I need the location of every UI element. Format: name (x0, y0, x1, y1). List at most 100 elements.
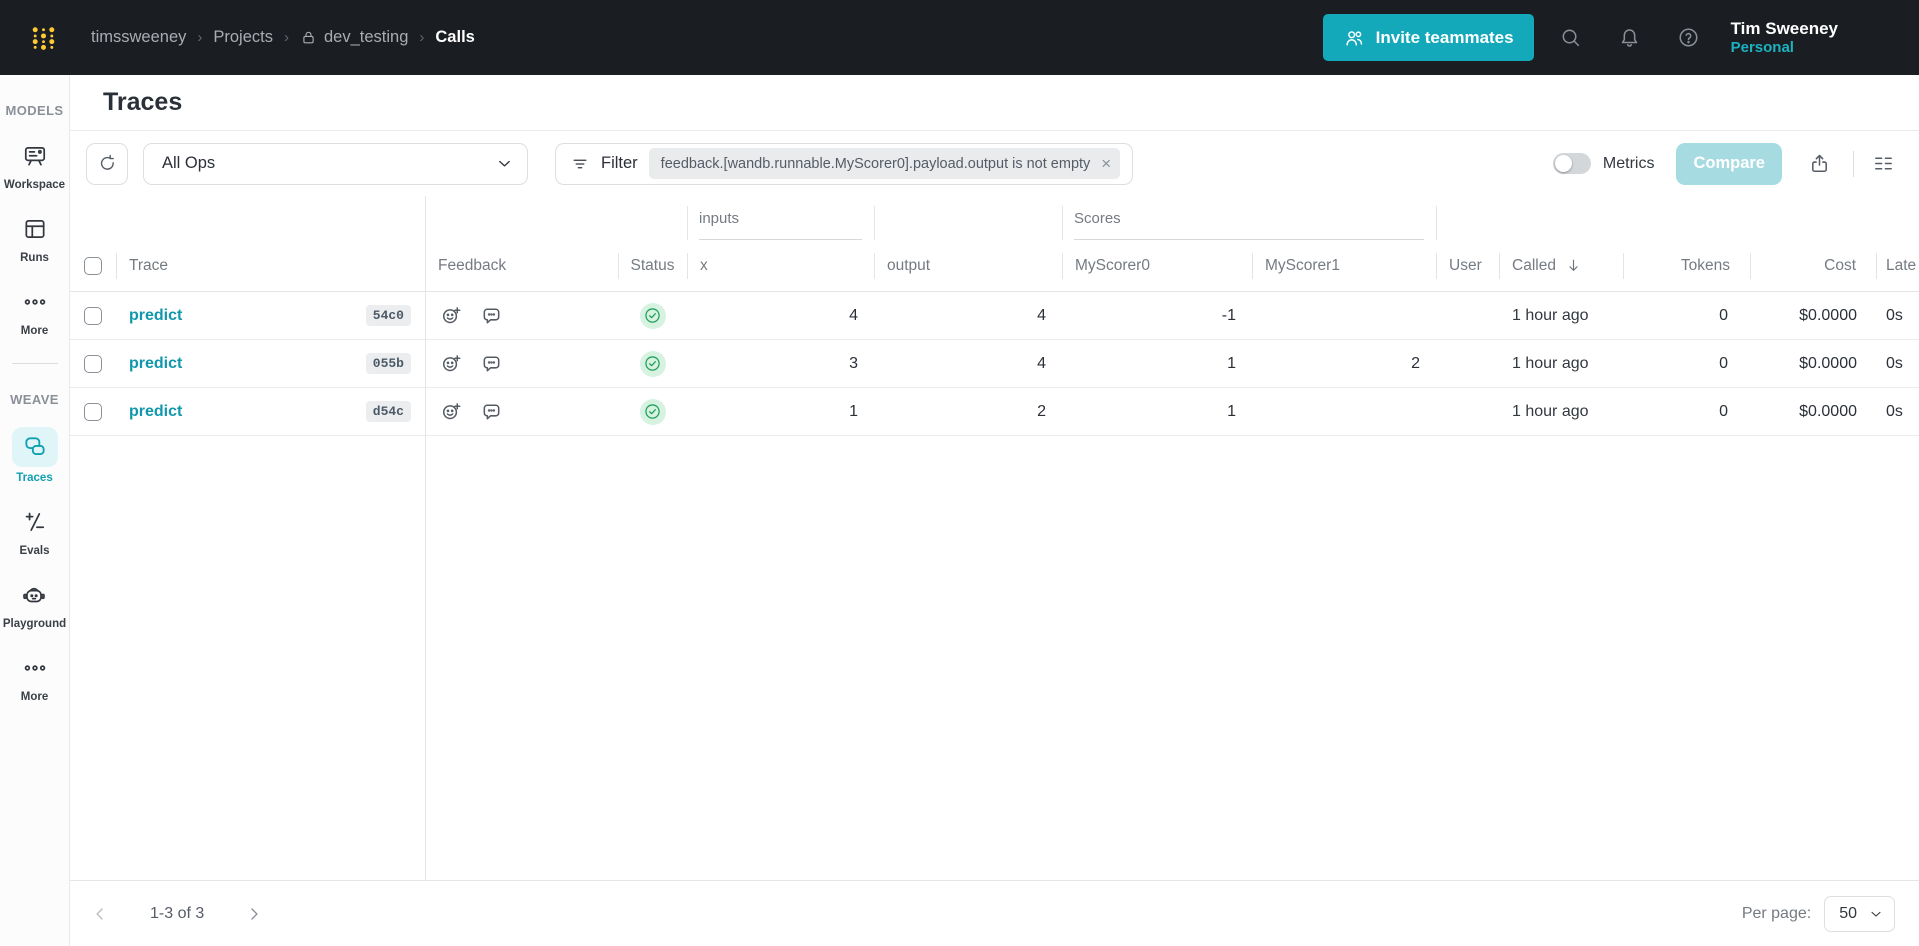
cell-tokens: 0 (1719, 354, 1728, 372)
table-footer: 1-3 of 3 Per page: 50 (70, 880, 1919, 946)
sidebar-item-weave-more[interactable]: More (12, 650, 58, 703)
help-button[interactable] (1667, 16, 1711, 60)
invite-teammates-button[interactable]: Invite teammates (1322, 14, 1534, 61)
close-icon[interactable]: × (1101, 154, 1112, 173)
per-page-select[interactable]: 50 (1824, 895, 1895, 932)
top-navbar: timssweeney › Projects › dev_testing › C… (0, 0, 1919, 75)
header-status[interactable]: Status (618, 240, 687, 291)
call-id-chip[interactable]: 055b (365, 353, 411, 374)
header-input-x[interactable]: x (687, 240, 874, 291)
add-reaction-button[interactable] (440, 352, 463, 375)
header-called[interactable]: Called (1499, 240, 1623, 291)
cell-called: 1 hour ago (1512, 354, 1589, 372)
cell-cost: $0.0000 (1799, 402, 1857, 420)
sidebar-item-label: Playground (2, 618, 67, 630)
refresh-icon (97, 153, 118, 174)
table-row[interactable]: predict 055b 3 4 1 2 1 hour ago 0 $0.000… (70, 340, 1919, 388)
filter-icon (570, 154, 590, 174)
select-all-checkbox[interactable] (84, 256, 102, 275)
header-myscorer1[interactable]: MyScorer1 (1252, 240, 1436, 291)
status-success-icon (639, 398, 666, 425)
breadcrumb-project[interactable]: dev_testing (300, 28, 408, 47)
header-trace[interactable]: Trace (116, 240, 425, 291)
page-title: Traces (103, 88, 183, 116)
table-row[interactable]: predict 54c0 4 4 -1 1 hour ago 0 $0.0000… (70, 292, 1919, 340)
pagination-range: 1-3 of 3 (150, 904, 205, 922)
cell-called: 1 hour ago (1512, 306, 1589, 324)
table-row[interactable]: predict d54c 1 2 1 1 hour ago 0 $0.0000 … (70, 388, 1919, 436)
header-tokens[interactable]: Tokens (1623, 240, 1750, 291)
evals-icon (12, 504, 58, 540)
wandb-logo-icon[interactable] (30, 24, 57, 51)
sidebar-item-label: Workspace (3, 179, 66, 191)
row-checkbox[interactable] (84, 354, 102, 373)
navbar-right: Invite teammates Tim Sweeney Personal (1322, 14, 1893, 61)
row-checkbox[interactable] (84, 402, 102, 421)
sort-descending-icon (1565, 257, 1582, 274)
export-button[interactable] (1804, 148, 1835, 179)
metrics-toggle[interactable] (1552, 153, 1591, 174)
op-selector[interactable]: All Ops (143, 142, 528, 185)
add-reaction-icon (440, 400, 463, 423)
breadcrumb-project-label: dev_testing (323, 28, 409, 46)
sidebar-item-playground[interactable]: Playground (3, 577, 66, 630)
trace-link[interactable]: predict (129, 306, 183, 324)
previous-page-button[interactable] (82, 896, 118, 932)
group-header-inputs: inputs (687, 196, 874, 240)
comment-button[interactable] (480, 304, 503, 327)
cell-cost: $0.0000 (1799, 354, 1857, 372)
header-output[interactable]: output (874, 240, 1062, 291)
notifications-button[interactable] (1608, 16, 1652, 60)
comment-button[interactable] (480, 352, 503, 375)
cell-output: 4 (1037, 306, 1046, 324)
sidebar-item-models-more[interactable]: More (12, 284, 58, 337)
pinned-column-divider (425, 196, 426, 880)
call-id-chip[interactable]: d54c (365, 401, 411, 422)
filter-chip[interactable]: feedback.[wandb.runnable.MyScorer0].payl… (648, 148, 1121, 179)
ellipsis-icon (12, 284, 58, 320)
trace-link[interactable]: predict (129, 402, 183, 420)
header-myscorer0[interactable]: MyScorer0 (1062, 240, 1252, 291)
sidebar-item-label: More (20, 691, 49, 703)
filter-bar[interactable]: Filter feedback.[wandb.runnable.MyScorer… (555, 142, 1134, 185)
add-reaction-button[interactable] (440, 400, 463, 423)
add-reaction-button[interactable] (440, 304, 463, 327)
people-icon (1343, 27, 1365, 49)
comment-icon (480, 352, 503, 375)
header-latency[interactable]: Late (1876, 240, 1919, 291)
trace-link[interactable]: predict (129, 354, 183, 372)
compare-button[interactable]: Compare (1676, 142, 1782, 185)
cell-myscorer0: 1 (1227, 354, 1236, 372)
header-called-label: Called (1512, 256, 1556, 274)
header-cost[interactable]: Cost (1750, 240, 1876, 291)
comment-button[interactable] (480, 400, 503, 423)
column-settings-button[interactable] (1868, 148, 1899, 179)
header-feedback[interactable]: Feedback (438, 256, 507, 274)
user-avatar[interactable] (1855, 19, 1893, 57)
search-button[interactable] (1549, 16, 1593, 60)
header-user[interactable]: User (1436, 240, 1499, 291)
comment-icon (480, 304, 503, 327)
row-checkbox[interactable] (84, 306, 102, 325)
user-menu[interactable]: Tim Sweeney Personal (1731, 18, 1838, 58)
add-reaction-icon (440, 352, 463, 375)
sidebar-item-evals[interactable]: Evals (12, 504, 58, 557)
breadcrumb-page[interactable]: Calls (435, 28, 475, 46)
breadcrumb-projects[interactable]: Projects (213, 28, 273, 46)
next-page-button[interactable] (236, 896, 272, 932)
sidebar-divider (11, 363, 58, 364)
call-id-chip[interactable]: 54c0 (365, 305, 411, 326)
cell-output: 2 (1037, 402, 1046, 420)
cell-myscorer1: 2 (1411, 354, 1420, 372)
sidebar-item-runs[interactable]: More Runs (12, 211, 58, 264)
cell-called: 1 hour ago (1512, 402, 1589, 420)
sidebar-item-label: Runs (20, 252, 49, 264)
select-all-cell (70, 240, 116, 291)
refresh-button[interactable] (86, 142, 128, 185)
comment-icon (480, 400, 503, 423)
breadcrumb-entity[interactable]: timssweeney (91, 28, 187, 46)
left-sidebar: MODELS Workspace More Runs More WEAVE Tr… (0, 75, 70, 946)
breadcrumb-separator: › (197, 29, 203, 46)
sidebar-item-traces[interactable]: Traces (11, 427, 58, 484)
sidebar-item-workspace[interactable]: Workspace (4, 138, 65, 191)
